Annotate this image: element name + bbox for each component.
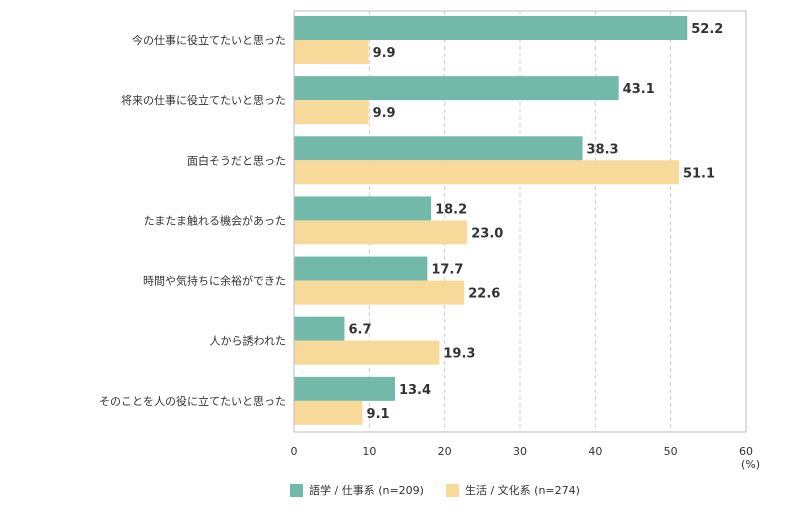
- x-tick-label: 40: [588, 445, 602, 458]
- bar-value-label: 19.3: [443, 347, 475, 362]
- category-label: 人から誘われた: [210, 335, 286, 348]
- bar-value-label: 52.2: [691, 22, 723, 37]
- category-label: 時間や気持ちに余裕ができた: [143, 274, 286, 288]
- bar-language-work: [294, 196, 432, 221]
- bar-value-label: 9.1: [367, 407, 390, 422]
- category-label: そのことを人の役に立てたいと思った: [99, 394, 286, 408]
- legend-swatch-life-culture: [445, 483, 459, 497]
- legend-label-language-work: 語学 / 仕事系 (n=209): [309, 484, 424, 497]
- bar-value-label: 23.0: [471, 226, 503, 241]
- bar-language-work: [294, 16, 688, 40]
- plot-frame: [293, 10, 747, 433]
- bars: [294, 16, 688, 425]
- legend-item-language-work: 語学 / 仕事系 (n=209): [290, 482, 424, 498]
- bar-life-culture: [294, 400, 363, 425]
- bar-language-work: [294, 376, 395, 401]
- bar-value-label: 6.7: [348, 323, 371, 338]
- value-labels: 52.2 9.9 43.1 9.9 38.3 51.1 18.2 23.0 17.7 22.6 6.…: [348, 22, 723, 422]
- bar-value-label: 13.4: [399, 383, 431, 398]
- plot-border: [293, 10, 747, 433]
- legend-item-life-culture: 生活 / 文化系 (n=274): [445, 482, 580, 498]
- bar-life-culture: [294, 340, 440, 365]
- x-tick-label: 0: [291, 445, 298, 458]
- x-tick-label: 10: [362, 445, 376, 458]
- legend-swatch-language-work: [290, 483, 303, 497]
- legend: 語学 / 仕事系 (n=209) 生活 / 文化系 (n=274): [290, 482, 580, 498]
- bar-life-culture: [294, 160, 679, 185]
- x-tick-label: 30: [513, 445, 527, 458]
- x-tick-label: 50: [664, 445, 678, 458]
- bar-life-culture: [294, 280, 465, 305]
- bar-value-label: 22.6: [468, 287, 500, 302]
- bar-language-work: [294, 136, 583, 161]
- bar-language-work: [294, 256, 428, 281]
- category-label: 今の仕事に役立てたいと思った: [132, 33, 286, 47]
- category-label: 将来の仕事に役立てたいと思った: [121, 93, 286, 107]
- bar-language-work: [294, 316, 345, 341]
- x-axis-tick-labels: 0 10 20 30 40 50 60: [291, 445, 754, 458]
- bar-value-label: 51.1: [683, 166, 715, 181]
- bar-value-label: 17.7: [431, 263, 463, 278]
- bar-life-culture: [294, 220, 468, 245]
- x-tick-label: 60: [739, 445, 753, 458]
- bar-life-culture: [294, 40, 369, 64]
- bar-value-label: 38.3: [587, 142, 619, 157]
- bar-value-label: 9.9: [373, 46, 396, 61]
- bar-value-label: 18.2: [435, 202, 467, 217]
- x-tick-label: 20: [438, 445, 452, 458]
- bar-value-label: 9.9: [373, 106, 396, 121]
- category-label: たまたま触れる機会があった: [144, 213, 286, 227]
- bar-language-work: [294, 76, 619, 101]
- category-labels: 今の仕事に役立てたいと思った将来の仕事に役立てたいと思った面白そうだと思ったたま…: [99, 33, 286, 408]
- bar-value-label: 43.1: [623, 82, 655, 97]
- category-label: 面白そうだと思った: [187, 153, 286, 167]
- legend-label-life-culture: 生活 / 文化系 (n=274): [464, 484, 580, 497]
- bar-life-culture: [294, 100, 369, 125]
- x-axis-unit-label: (%): [741, 458, 760, 471]
